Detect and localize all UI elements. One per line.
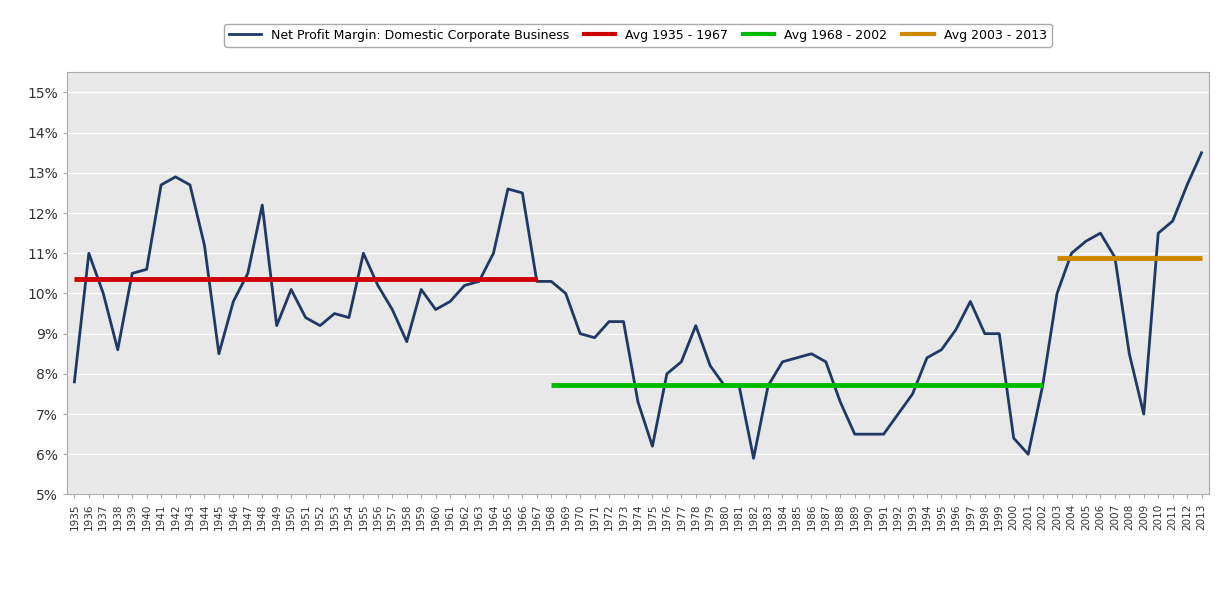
Legend: Net Profit Margin: Domestic Corporate Business, Avg 1935 - 1967, Avg 1968 - 2002: Net Profit Margin: Domestic Corporate Bu… (225, 24, 1051, 47)
